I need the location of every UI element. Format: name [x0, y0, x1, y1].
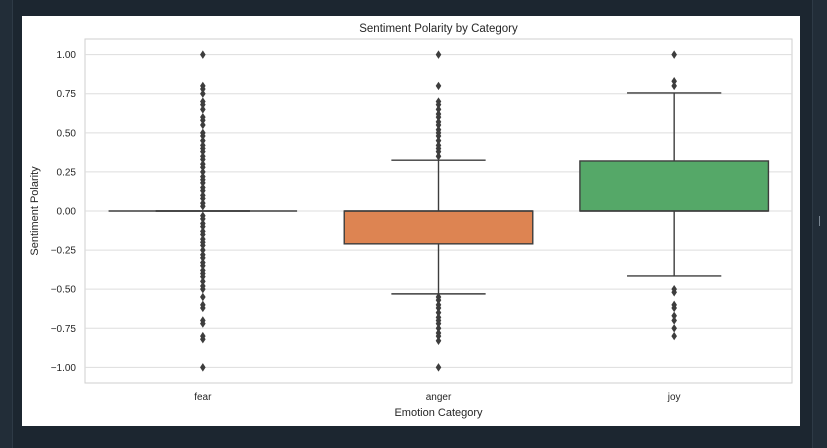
y-tick-label: 0.75 [57, 89, 77, 100]
outlier-point [200, 335, 206, 344]
outlier-point [200, 319, 206, 328]
x-tick-label: fear [194, 392, 212, 403]
outlier-point [671, 303, 677, 313]
x-tick-labels: fear anger joy [194, 392, 680, 403]
x-tick-label: joy [667, 392, 681, 403]
y-tick-label: −1.00 [51, 363, 77, 374]
outlier-point [435, 131, 442, 141]
outlier-point [200, 303, 206, 313]
outlier-point [671, 316, 677, 325]
boxplot-chart: 1.00 0.75 0.50 0.25 0.00 −0.25 −0.50 −0.75 −1.00… [29, 23, 793, 419]
outlier-point [435, 295, 442, 305]
x-axis-label: Emotion Category [394, 407, 483, 419]
outlier-point [200, 155, 206, 164]
outlier-point [435, 105, 442, 114]
y-tick-label: 1.00 [57, 50, 77, 61]
outlier-point [435, 303, 442, 313]
chart-title: Sentiment Polarity by Category [359, 23, 518, 35]
outlier-point [200, 194, 206, 203]
outlier-point [200, 214, 206, 224]
outlier-point [671, 331, 677, 341]
y-tick-label: 0.25 [57, 167, 77, 178]
y-tick-label: −0.75 [51, 324, 77, 335]
x-tick-label: anger [426, 392, 452, 403]
outlier-point [200, 105, 206, 114]
outlier-point [200, 163, 206, 172]
outlier-point [435, 136, 442, 145]
box-group-joy [579, 50, 770, 341]
outlier-point [200, 131, 206, 141]
left-window-edge [0, 0, 13, 448]
outlier-point [200, 245, 206, 255]
y-tick-label: −0.25 [51, 246, 77, 257]
outlier-point [200, 186, 206, 195]
outlier-point [200, 261, 206, 270]
outlier-point [671, 311, 677, 320]
y-tick-label: −0.50 [51, 285, 77, 296]
outlier-point [435, 112, 442, 122]
figure-canvas: 1.00 0.75 0.50 0.25 0.00 −0.25 −0.50 −0.75 −1.00… [22, 16, 800, 426]
outlier-point [200, 241, 206, 250]
outlier-point [200, 89, 206, 98]
boxes [108, 50, 770, 372]
outlier-point [200, 136, 206, 145]
outlier-point [200, 272, 206, 281]
outlier-point [435, 81, 442, 91]
outlier-point [200, 222, 206, 231]
outlier-point [435, 308, 442, 317]
outlier-point [200, 230, 206, 239]
outlier-point [200, 277, 206, 286]
outlier-point [671, 324, 677, 333]
y-tick-labels: 1.00 0.75 0.50 0.25 0.00 −0.25 −0.50 −0.75 −1.00 [51, 50, 77, 374]
outlier-point [200, 50, 206, 59]
y-tick-label: 0.50 [57, 128, 77, 139]
outlier-point [200, 363, 206, 372]
outlier-point [435, 324, 442, 333]
outlier-point [435, 336, 442, 345]
outlier-point [435, 50, 442, 59]
box-group-anger [343, 50, 534, 372]
outlier-point [200, 253, 206, 263]
outlier-point [200, 84, 206, 94]
outlier-point [200, 292, 206, 302]
outlier-point [671, 81, 677, 91]
outlier-point [200, 100, 206, 109]
outlier-point [200, 147, 206, 156]
outlier-point [671, 288, 677, 297]
outlier-point [435, 100, 442, 109]
outlier-point [200, 120, 206, 130]
box-group-fear [108, 50, 298, 372]
outlier-point [200, 284, 206, 294]
outlier-point [435, 319, 442, 328]
box-joy [579, 160, 770, 212]
outlier-point [200, 202, 206, 211]
y-axis-label: Sentiment Polarity [29, 166, 41, 256]
scrollbar-grip[interactable] [819, 216, 820, 226]
outlier-point [200, 116, 206, 125]
outlier-point [435, 120, 442, 130]
outlier-point [671, 77, 677, 86]
outlier-point [200, 178, 206, 188]
right-scrollbar[interactable] [812, 0, 827, 448]
outlier-point [435, 331, 442, 341]
outlier-point [671, 50, 677, 59]
box-anger [343, 210, 534, 245]
outlier-point [435, 147, 442, 156]
outlier-point [435, 363, 442, 372]
outlier-point [200, 167, 206, 177]
outlier-point [435, 152, 442, 161]
y-tick-label: 0.00 [57, 207, 77, 218]
